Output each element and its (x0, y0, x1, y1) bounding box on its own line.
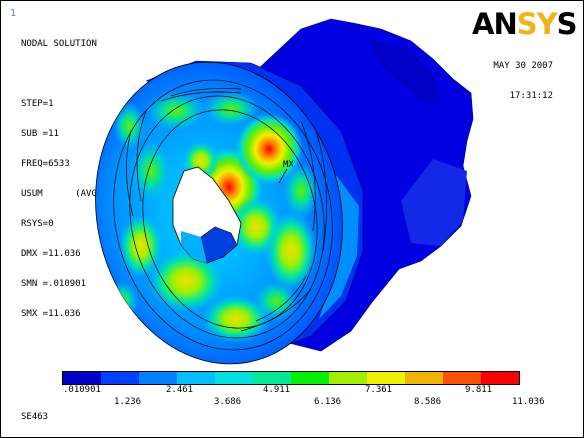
plot-date: MAY 30 2007 (493, 61, 553, 71)
logo-part-2: SY (516, 7, 558, 41)
legend-color-segment (291, 372, 329, 384)
legend-color-segment (481, 372, 519, 384)
legend-tick-top-0: .010901 (63, 385, 101, 395)
hole-inner-light (181, 231, 207, 263)
legend-color-segment (63, 372, 101, 384)
legend-tick-bottom-3: 8.586 (414, 397, 442, 407)
rear-flange (370, 40, 440, 102)
ansys-logo: ANSYS (472, 9, 577, 39)
legend-tick-top-3: 7.361 (365, 385, 393, 395)
info-line-smn: SMN =.010901 (21, 279, 87, 289)
legend-tick-top-1: 2.461 (166, 385, 194, 395)
legend-tick-bottom-1: 3.686 (214, 397, 242, 407)
max-marker-leader (278, 168, 288, 184)
legend-tick-top-4: 9.811 (465, 385, 493, 395)
info-line-rsys: RSYS=0 (21, 219, 54, 229)
legend-color-segment (253, 372, 291, 384)
info-line-sub: SUB =11 (21, 129, 59, 139)
legend-color-segment (101, 372, 139, 384)
contour-legend-bar (62, 371, 520, 385)
info-line-freq: FREQ=6533 (21, 159, 70, 169)
ring-edges (113, 79, 333, 351)
legend-color-segment (177, 372, 215, 384)
legend-tick-bottom-2: 6.136 (314, 397, 342, 407)
info-line-step: STEP=1 (21, 99, 54, 109)
legend-tick-bottom-0: 1.236 (114, 397, 142, 407)
housing-edge-right (401, 159, 467, 246)
info-line-title: NODAL SOLUTION (21, 39, 97, 49)
legend-color-segment (215, 372, 253, 384)
legend-color-segment (443, 372, 481, 384)
legend-tick-bottom-4: 11.036 (512, 397, 545, 407)
window-number: 1 (10, 8, 17, 19)
legend-color-segment (405, 372, 443, 384)
date-time-block: MAY 30 2007 17:31:12 (493, 41, 553, 121)
info-line-usum: USUM (AVG) (21, 189, 103, 199)
legend-tick-top-2: 4.911 (263, 385, 291, 395)
legend-color-segment (139, 372, 177, 384)
logo-part-3: S (556, 7, 578, 41)
plot-identifier: SE463 (21, 412, 49, 422)
info-line-smx: SMX =11.036 (21, 309, 81, 319)
plot-time: 17:31:12 (509, 91, 553, 101)
logo-part-1: AN (472, 7, 518, 41)
legend-color-segment (329, 372, 367, 384)
solution-info: NODAL SOLUTION STEP=1 SUB =11 FREQ=6533 … (21, 19, 102, 339)
legend-color-segment (367, 372, 405, 384)
fea-model-view[interactable]: MX (1, 1, 583, 366)
max-marker-label: MX (283, 160, 294, 170)
info-line-dmx: DMX =11.036 (21, 249, 81, 259)
